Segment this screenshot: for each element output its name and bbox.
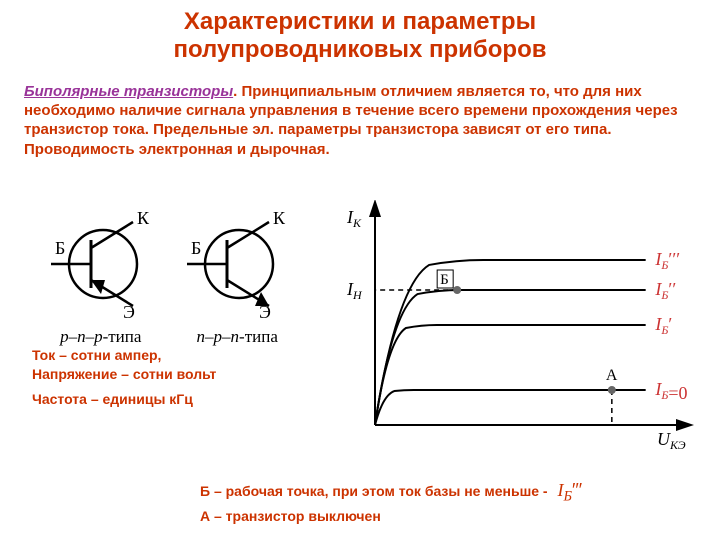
note-point-B: Б – рабочая точка, при этом ток базы не … <box>200 478 700 507</box>
title-line-2: полупроводниковых приборов <box>0 36 720 64</box>
pin-e-label: Э <box>123 302 135 322</box>
pnp-symbol: Б К Э p–n–p-типа <box>41 202 161 347</box>
svg-text:IБ′′: IБ′′ <box>654 279 676 302</box>
left-notes: Ток – сотни ампер, Напряжение – сотни во… <box>32 346 312 409</box>
title-line-1: Характеристики и параметры <box>0 8 720 36</box>
slide-title: Характеристики и параметры полупроводник… <box>0 8 720 63</box>
svg-text:К: К <box>273 208 286 228</box>
svg-text:IБ′: IБ′ <box>654 314 672 337</box>
pin-b-label: Б <box>55 238 65 258</box>
iv-characteristics-graph: IБ=0 IБ′ IБ′′ IБ′′′ Б IН А IК UКЭ <box>330 200 700 460</box>
svg-text:А: А <box>606 367 618 384</box>
note-freq: Частота – единицы кГц <box>32 390 312 409</box>
note-point-A: А – транзистор выключен <box>200 507 700 527</box>
pnp-caption: p–n–p-типа <box>41 327 161 347</box>
npn-caption: n–p–n-типа <box>177 327 297 347</box>
svg-text:IБ=0: IБ=0 <box>654 379 687 403</box>
note-voltage: Напряжение – сотни вольт <box>32 365 312 384</box>
npn-symbol: Б К Э n–p–n-типа <box>177 202 297 347</box>
intro-paragraph: Биполярные транзисторы. Принципиальным о… <box>24 82 696 159</box>
svg-text:IН: IН <box>346 279 363 302</box>
svg-text:IК: IК <box>346 207 362 230</box>
svg-text:Э: Э <box>259 302 271 322</box>
bottom-notes: Б – рабочая точка, при этом ток базы не … <box>200 478 700 526</box>
pin-k-label: К <box>137 208 150 228</box>
bjt-symbols-figure: Б К Э p–n–p-типа Б К Э n–p–n-типа <box>24 202 314 347</box>
svg-text:IБ′′′: IБ′′′ <box>654 249 680 272</box>
bipolar-link: Биполярные транзисторы <box>24 83 233 100</box>
svg-text:Б: Б <box>191 238 201 258</box>
svg-text:Б: Б <box>440 272 449 288</box>
svg-text:UКЭ: UКЭ <box>657 429 686 452</box>
note-current: Ток – сотни ампер, <box>32 346 312 365</box>
